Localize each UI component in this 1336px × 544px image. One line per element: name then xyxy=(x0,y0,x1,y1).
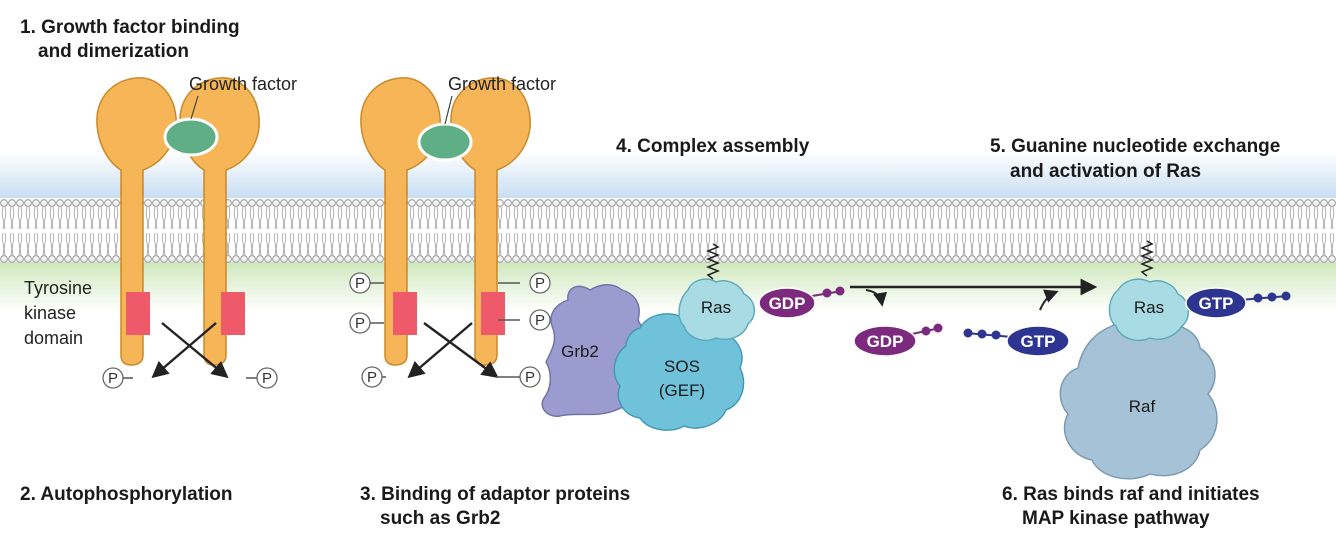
growth-factor-label: Growth factor xyxy=(448,74,556,94)
gdp-bound: GDP xyxy=(758,286,845,319)
svg-text:GDP: GDP xyxy=(769,294,806,313)
raf-protein: Raf xyxy=(1059,318,1218,480)
tyrosine-kinase-domain xyxy=(221,292,245,335)
svg-text:GDP: GDP xyxy=(867,332,904,351)
step-6-title-line2: MAP kinase pathway xyxy=(1022,508,1210,529)
step-3-title-line2: such as Grb2 xyxy=(380,508,500,529)
receptor-dimer-1: P P xyxy=(96,77,278,389)
receptor-dimer-2: P P P P P P xyxy=(349,77,551,388)
svg-text:P: P xyxy=(535,312,545,329)
svg-text:Ras: Ras xyxy=(1134,298,1164,317)
free-gdp: GDP xyxy=(853,323,943,357)
svg-text:Ras: Ras xyxy=(701,298,731,317)
svg-text:SOS: SOS xyxy=(664,357,700,376)
step-6-title-line1: 6. Ras binds raf and initiates xyxy=(1002,484,1260,505)
step-2-title: 2. Autophosphorylation xyxy=(20,484,233,505)
step-1-title-line2: and dimerization xyxy=(38,41,189,62)
step-1-title-line1: 1. Growth factor binding xyxy=(20,17,240,38)
receptor-monomer xyxy=(96,77,177,366)
svg-text:(GEF): (GEF) xyxy=(659,381,705,400)
svg-text:P: P xyxy=(355,275,365,292)
step-5-title-line1: 5. Guanine nucleotide exchange xyxy=(990,136,1280,157)
lipid-anchor xyxy=(705,243,721,280)
svg-text:Raf: Raf xyxy=(1129,397,1156,416)
receptor-monomer xyxy=(450,77,531,366)
phosphate-group: P xyxy=(102,367,124,389)
svg-text:P: P xyxy=(108,370,118,387)
svg-text:P: P xyxy=(355,315,365,332)
step-3-title-line1: 3. Binding of adaptor proteins xyxy=(360,484,630,505)
sos-gef-protein: SOS (GEF) xyxy=(613,313,745,431)
svg-text:P: P xyxy=(525,369,535,386)
ras-protein: Ras xyxy=(678,243,755,342)
growth-factor-ligand xyxy=(417,122,473,162)
phosphate-group: P xyxy=(529,272,551,294)
svg-text:P: P xyxy=(262,370,272,387)
gdp-release-arrow xyxy=(865,289,888,307)
phosphate-group: P xyxy=(529,309,551,331)
phosphate-group: P xyxy=(361,366,383,388)
growth-factor-label: Growth factor xyxy=(189,74,297,94)
phosphate-group: P xyxy=(256,367,278,389)
gtp-bound: GTP xyxy=(1185,287,1291,319)
phosphate-group: P xyxy=(519,366,541,388)
ras-protein-active: Ras xyxy=(1108,240,1189,342)
svg-text:GTP: GTP xyxy=(1021,332,1056,351)
tyrosine-kinase-domain xyxy=(481,292,505,335)
tyrosine-kinase-domain xyxy=(393,292,417,335)
svg-text:Grb2: Grb2 xyxy=(561,342,599,361)
tyrosine-kinase-label-line2: kinase xyxy=(24,303,76,323)
growth-factor-ligand xyxy=(163,117,219,157)
tyrosine-kinase-label-line1: Tyrosine xyxy=(24,278,92,298)
free-gtp: GTP xyxy=(963,325,1070,357)
tyrosine-kinase-domain xyxy=(126,292,150,335)
phosphate-group: P xyxy=(349,312,371,334)
step-5-title-line2: and activation of Ras xyxy=(1010,161,1201,182)
phosphate-group: P xyxy=(349,272,371,294)
gtp-uptake-arrow xyxy=(1039,289,1059,311)
svg-text:P: P xyxy=(367,369,377,386)
lipid-anchor xyxy=(1139,240,1155,277)
svg-text:GTP: GTP xyxy=(1199,294,1234,313)
tyrosine-kinase-label-line3: domain xyxy=(24,328,83,348)
step-4-title: 4. Complex assembly xyxy=(616,136,810,157)
svg-text:P: P xyxy=(535,275,545,292)
